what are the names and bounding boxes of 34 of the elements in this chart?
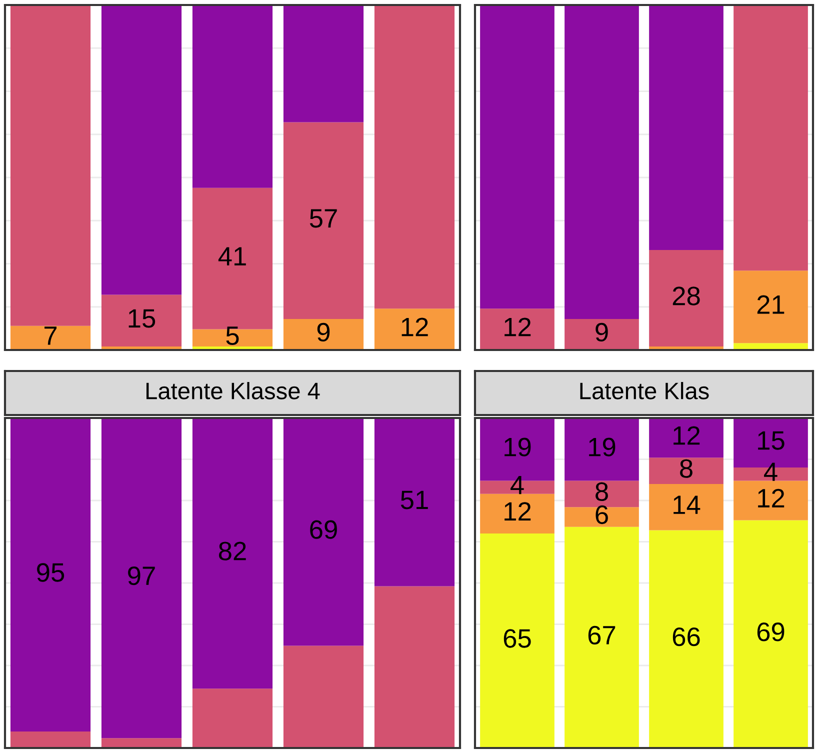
data-label: 69 — [310, 520, 337, 539]
data-label: 95 — [37, 563, 64, 582]
chart-title: Latente Klasse 4 — [146, 382, 320, 400]
data-label: 14 — [674, 496, 700, 514]
data-label: 67 — [588, 626, 616, 645]
data-label: 57 — [310, 209, 337, 228]
chart-title: Latente Klas — [580, 382, 709, 400]
data-label: 4 — [764, 462, 778, 481]
data-label: 69 — [757, 622, 784, 642]
data-label: 5 — [226, 326, 239, 346]
data-label: 4 — [510, 476, 524, 494]
data-label: 19 — [589, 438, 616, 456]
data-label: 12 — [674, 426, 700, 445]
data-label: 8 — [680, 459, 692, 478]
data-label: 51 — [400, 490, 428, 510]
data-label: 9 — [596, 322, 608, 342]
data-label: 66 — [672, 627, 700, 646]
data-label: 15 — [128, 309, 156, 328]
data-label: 12 — [504, 502, 531, 521]
data-label: 15 — [758, 431, 784, 450]
data-label: 65 — [504, 629, 531, 648]
data-label: 82 — [218, 542, 246, 560]
data-label: 12 — [504, 318, 531, 336]
data-label: 6 — [596, 505, 608, 524]
data-label: 21 — [757, 295, 784, 314]
data-label: 7 — [44, 326, 57, 345]
data-label: 41 — [218, 247, 246, 266]
data-label: 12 — [402, 318, 428, 336]
data-label: 19 — [504, 438, 531, 456]
data-label: 97 — [128, 566, 155, 586]
data-label: 12 — [758, 488, 784, 508]
data-label: 9 — [317, 322, 330, 342]
data-label: 28 — [672, 286, 700, 306]
data-label: 8 — [596, 482, 608, 501]
